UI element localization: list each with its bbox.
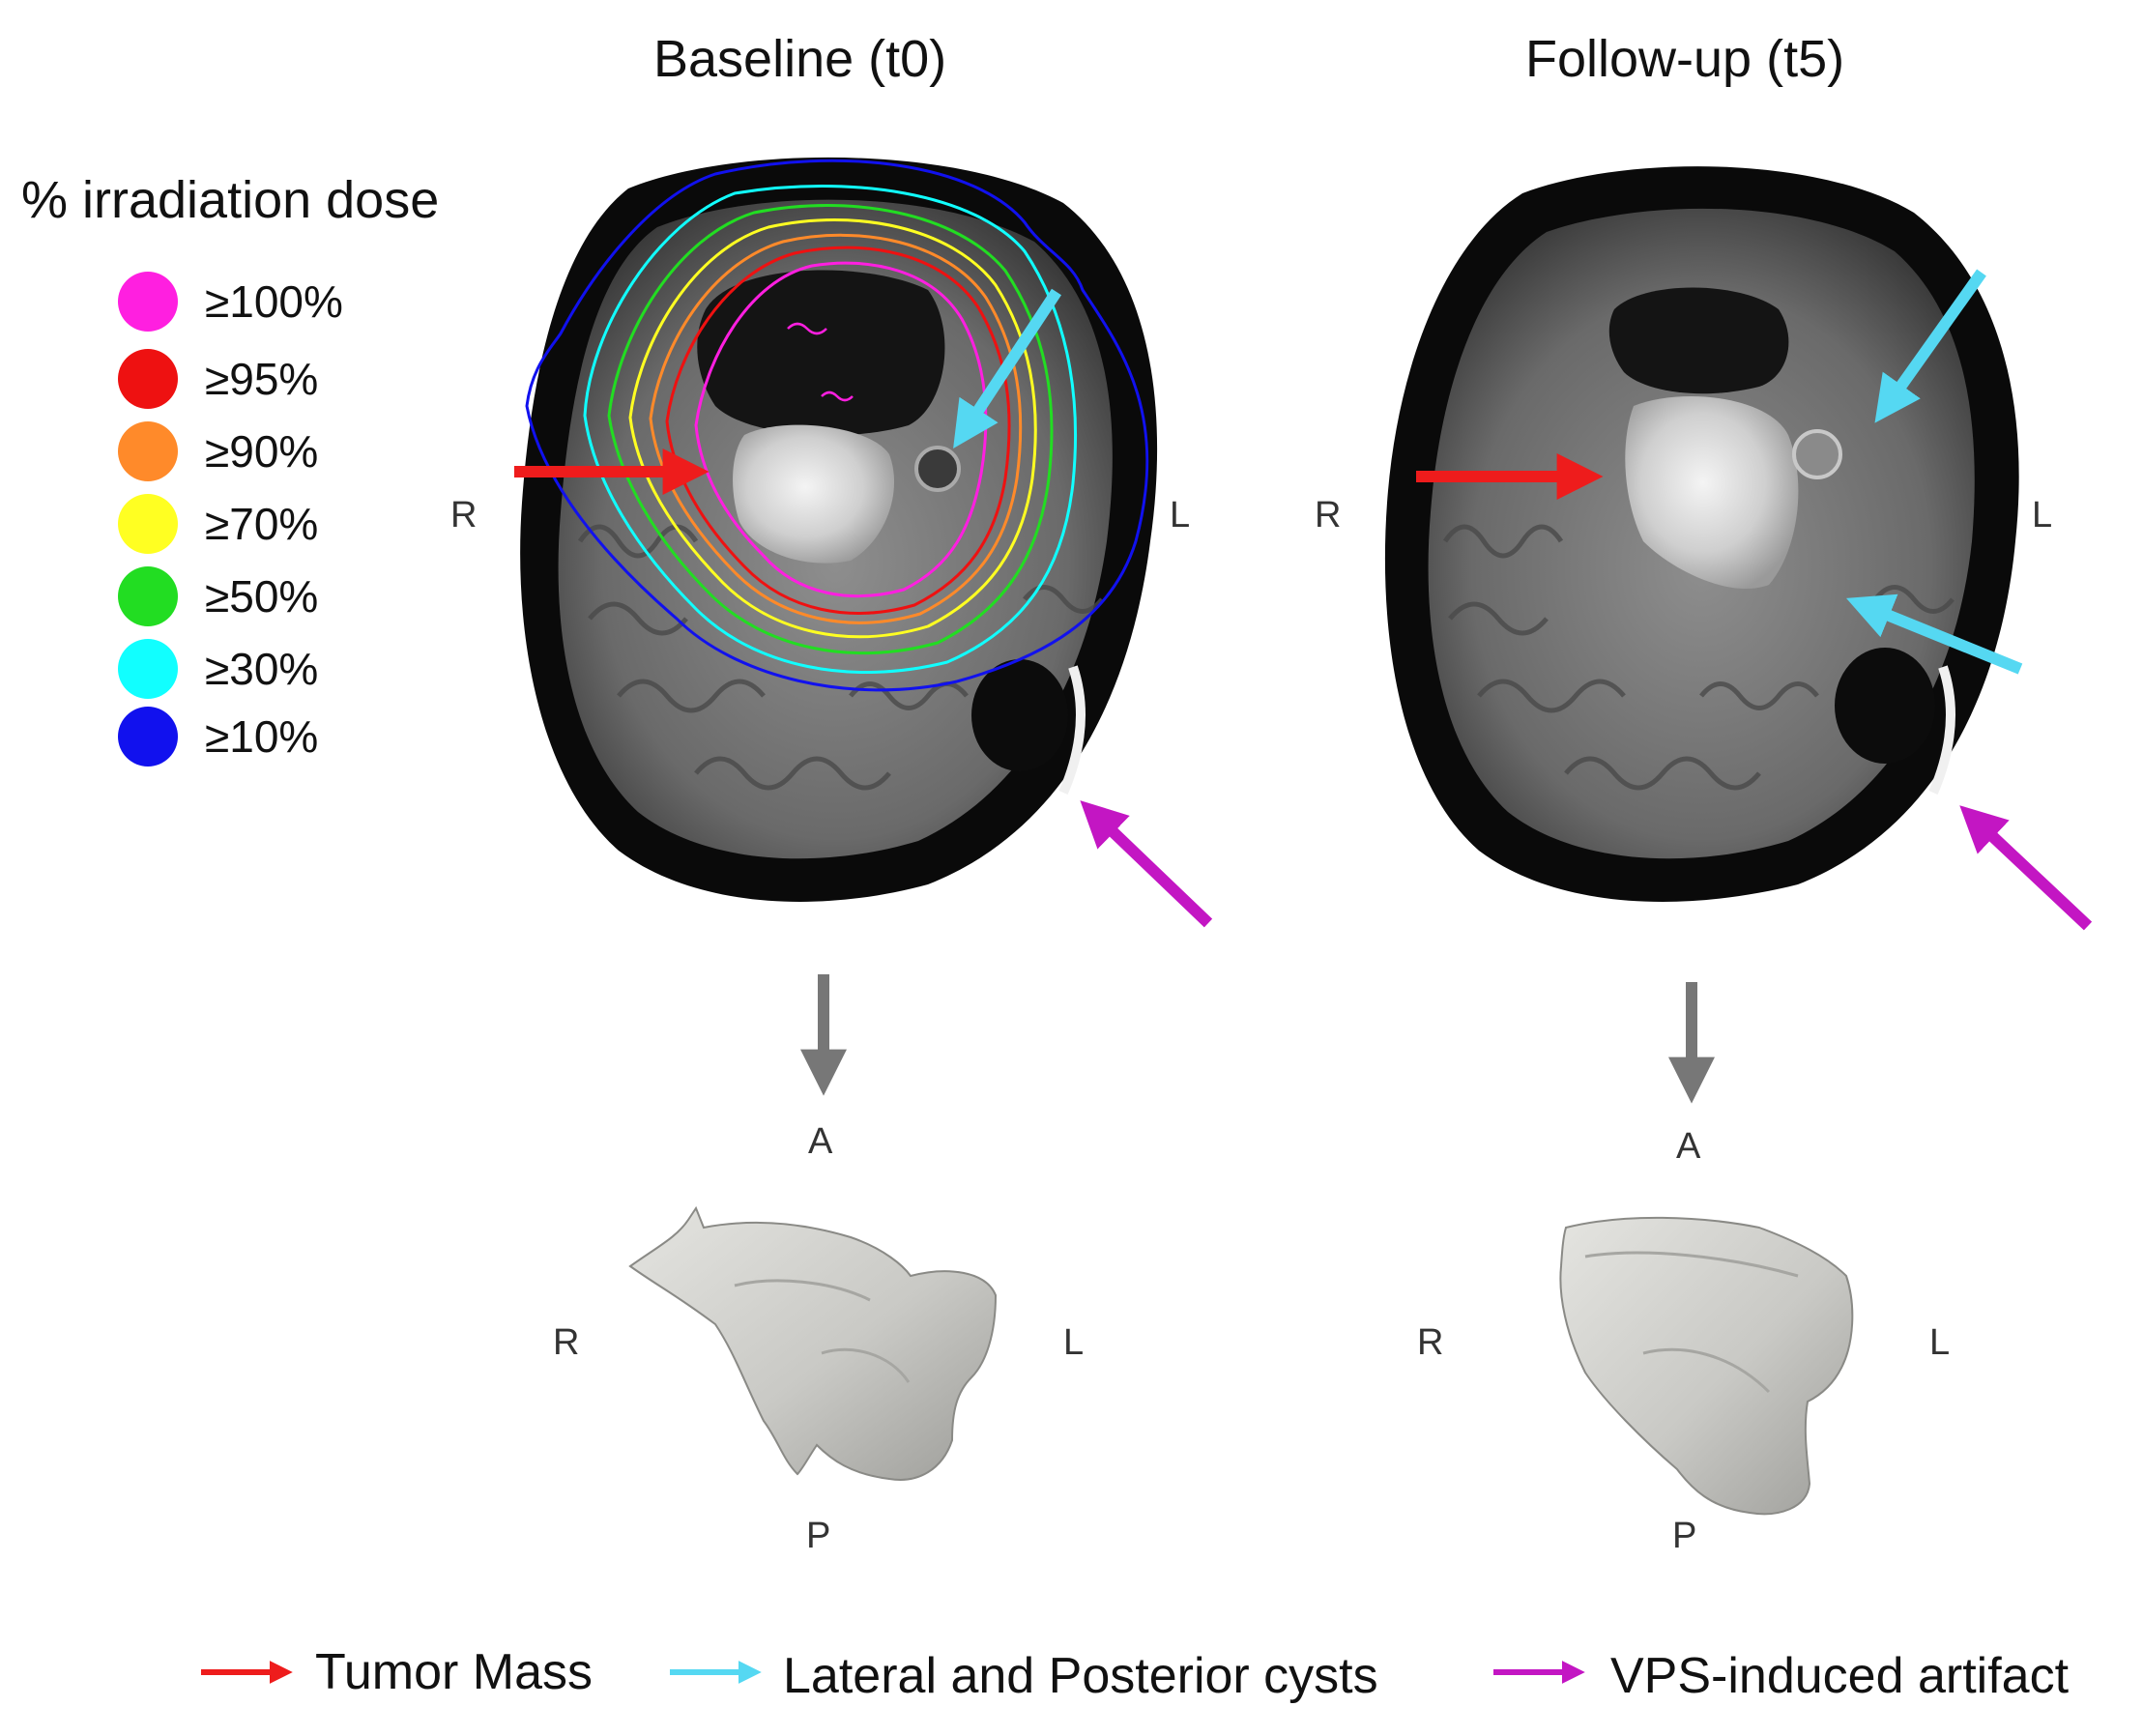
dose-swatch — [118, 566, 178, 626]
dose-legend-item: ≥90% — [118, 420, 318, 482]
dose-legend-item: ≥50% — [118, 565, 318, 627]
vps-artifact-arrow-followup — [1959, 805, 2093, 931]
baseline-mri-slice — [520, 157, 1158, 902]
baseline-3d-anterior-label: A — [808, 1121, 833, 1162]
followup-3d-anterior-label: A — [1676, 1126, 1701, 1167]
dose-label: ≥90% — [205, 426, 319, 477]
vps-artifact-arrow-baseline — [1080, 800, 1213, 928]
posterior-cyst-arrow-followup — [1845, 593, 2023, 675]
followup-mri-slice — [1384, 166, 2019, 902]
followup-slice-left-label: L — [2032, 495, 2053, 535]
dose-label: ≥70% — [205, 499, 319, 549]
dose-legend-item: ≥95% — [118, 348, 318, 410]
followup-3d-right-label: R — [1417, 1322, 1444, 1363]
baseline-3d-tumor-surface — [628, 1205, 998, 1481]
followup-3d-tumor-surface — [1559, 1216, 1854, 1516]
baseline-annotation-arrows — [514, 288, 1213, 928]
dose-legend-item: ≥30% — [118, 638, 318, 700]
dose-label: ≥95% — [205, 354, 319, 404]
followup-annotation-arrows — [1416, 269, 2093, 931]
dose-label: ≥50% — [205, 571, 319, 622]
followup-slice-right-label: R — [1315, 495, 1342, 535]
dose-label: ≥30% — [205, 644, 319, 694]
baseline-3d-right-label: R — [553, 1322, 580, 1363]
key-cysts-label: Lateral and Posterior cysts — [783, 1648, 1378, 1704]
dose-swatch — [118, 272, 178, 332]
cyst-arrow-baseline — [953, 288, 1062, 449]
followup-3d-left-label: L — [1929, 1322, 1951, 1363]
key-vps-artifact-label: VPS-induced artifact — [1610, 1648, 2070, 1704]
dose-swatch — [118, 639, 178, 699]
dose-swatch — [118, 707, 178, 767]
dose-legend-item: ≥10% — [118, 706, 318, 767]
dose-swatch — [118, 421, 178, 481]
dose-swatch — [118, 349, 178, 409]
dose-label: ≥100% — [205, 276, 343, 327]
baseline-slice-left-label: L — [1170, 495, 1191, 535]
dose-legend-item: ≥70% — [118, 493, 318, 555]
baseline-slice-right-label: R — [450, 495, 478, 535]
key-tumor-mass-label: Tumor Mass — [315, 1644, 593, 1700]
baseline-3d-left-label: L — [1063, 1322, 1085, 1363]
followup-panel-title: Follow-up (t5) — [1525, 30, 1845, 88]
dose-swatch — [118, 494, 178, 554]
followup-3d-posterior-label: P — [1672, 1516, 1697, 1556]
baseline-3d-posterior-label: P — [806, 1516, 831, 1556]
lateral-cyst-arrow-followup — [1874, 269, 1986, 423]
dose-legend-item: ≥100% — [118, 271, 343, 333]
baseline-panel-title: Baseline (t0) — [653, 30, 947, 88]
dose-label: ≥10% — [205, 711, 319, 762]
dose-legend-title: % irradiation dose — [21, 171, 440, 229]
